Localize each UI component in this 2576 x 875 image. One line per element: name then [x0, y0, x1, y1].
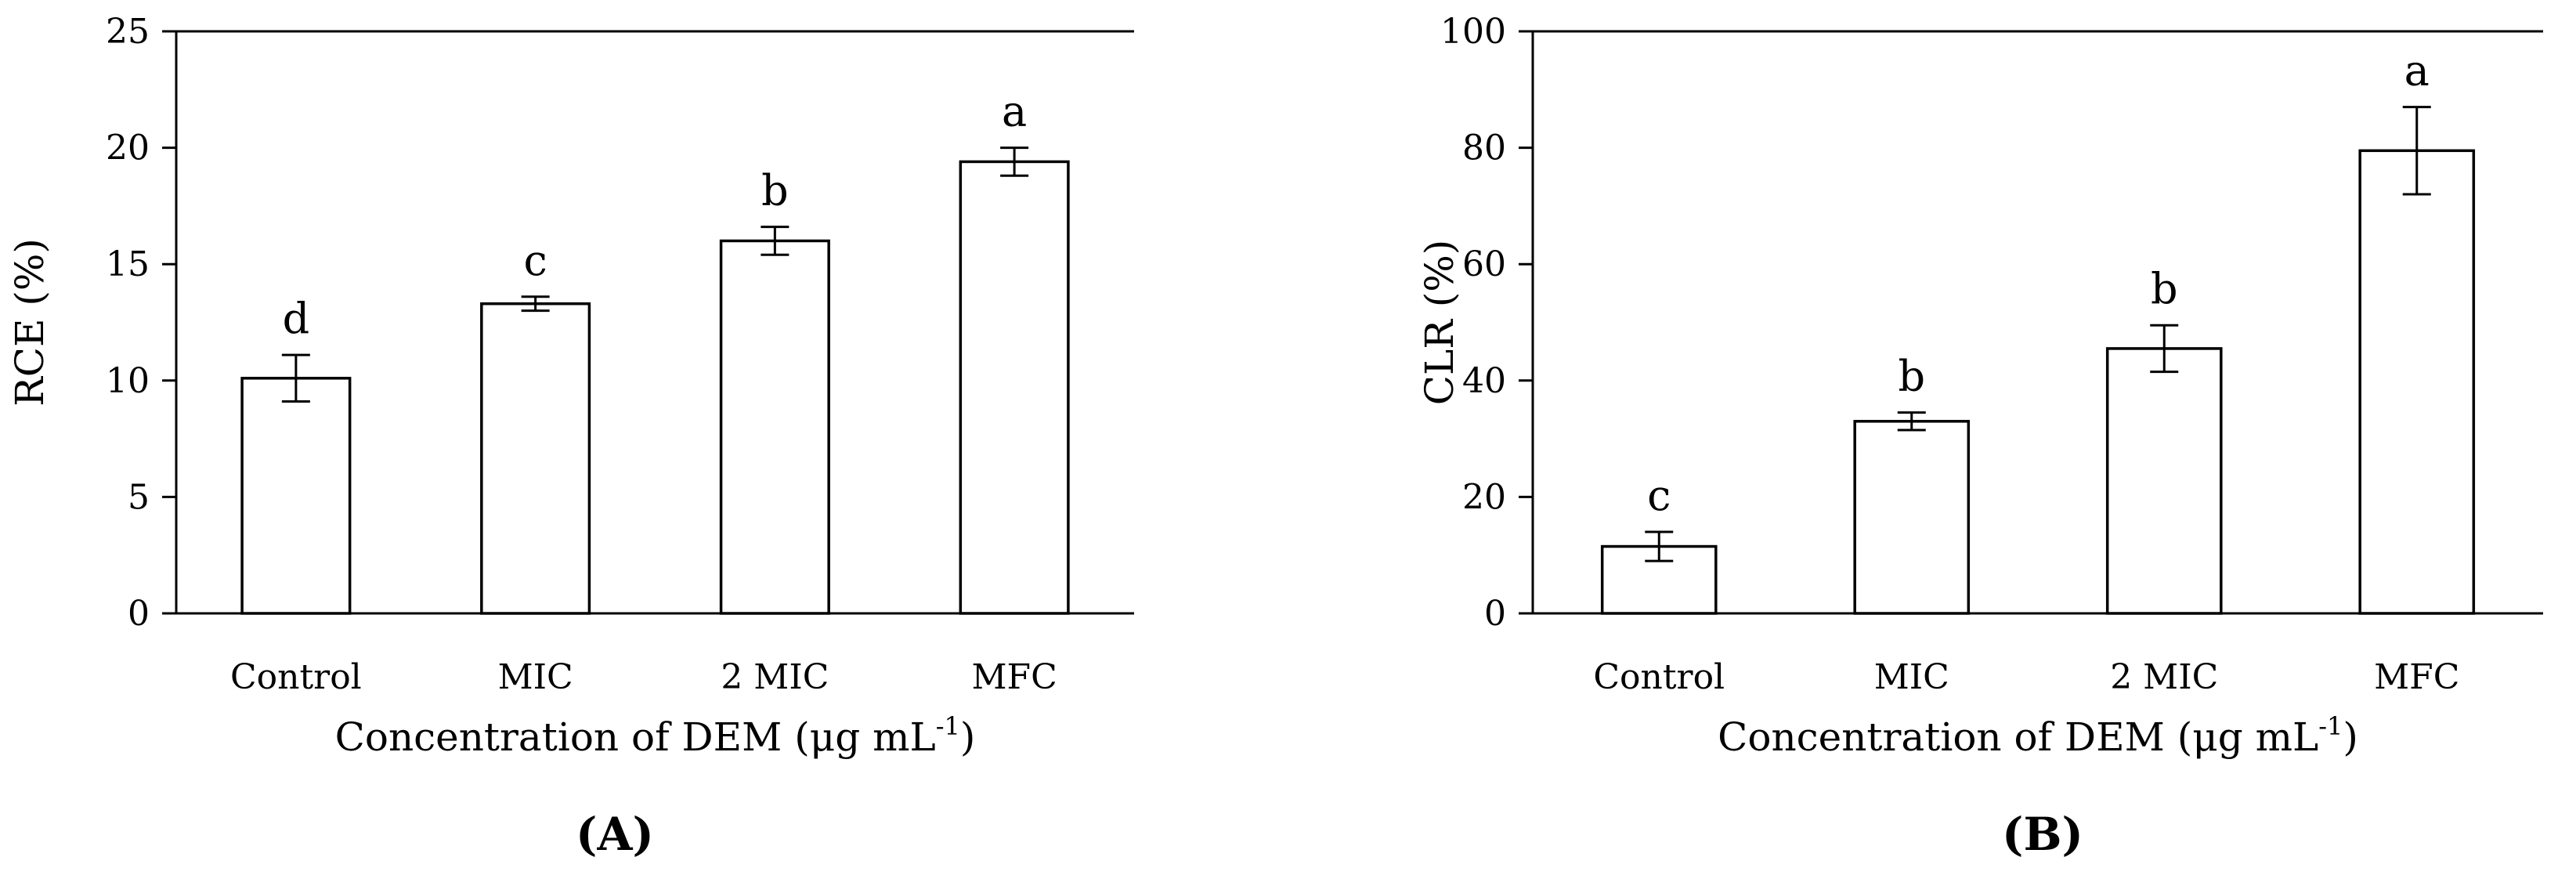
bar-3 — [2358, 149, 2476, 615]
y-tick-label: 20 — [1462, 477, 1506, 517]
y-tick-label: 20 — [106, 128, 150, 168]
significance-label-0: d — [283, 294, 310, 343]
y-tick-label: 25 — [106, 12, 150, 52]
panel-label: (A) — [576, 808, 654, 861]
y-tick-label: 10 — [106, 361, 150, 401]
y-tick-label: 80 — [1462, 128, 1506, 168]
y-tick-label: 40 — [1462, 361, 1506, 401]
bar-2 — [719, 239, 830, 615]
x-tick-label-0: Control — [230, 657, 362, 697]
bar-3 — [959, 160, 1070, 615]
x-axis-title-sup: -1 — [2318, 711, 2343, 741]
significance-label-3: a — [1002, 87, 1027, 136]
x-tick-label-3: MFC — [972, 657, 1057, 697]
significance-label-3: a — [2404, 46, 2430, 96]
significance-label-0: c — [1647, 471, 1671, 520]
chart-panel-2: 0 20 40 60 80 100 c Control b MIC b 2 MIC a MFC Concen… — [1417, 12, 2543, 861]
x-tick-label-2: 2 MIC — [721, 657, 829, 697]
bar-0 — [240, 377, 352, 615]
x-axis-title-end: ) — [2343, 714, 2358, 760]
chart-panel-1: 0 5 10 15 20 25 d Control c MIC b 2 MIC a MFC Concentr… — [7, 12, 1134, 861]
y-axis-title: CLR (%) — [1417, 240, 1462, 406]
x-axis-title: Concentration of DEM (μg mL-1) — [1718, 711, 2358, 760]
x-tick-label-1: MIC — [498, 657, 573, 697]
significance-label-1: b — [1898, 352, 1925, 401]
bar-2 — [2105, 347, 2223, 615]
y-tick-label: 5 — [128, 477, 150, 517]
x-axis-title-sup: -1 — [936, 711, 960, 741]
panel-label: (B) — [2002, 808, 2083, 861]
significance-label-2: b — [2151, 264, 2178, 313]
x-tick-label-3: MFC — [2374, 657, 2459, 697]
x-tick-label-1: MIC — [1874, 657, 1949, 697]
y-tick-label: 15 — [106, 244, 150, 284]
bar-1 — [1853, 420, 1971, 615]
x-tick-label-0: Control — [1593, 657, 1725, 697]
x-axis-title-main: Concentration of DEM (μg mL — [1718, 714, 2318, 760]
x-tick-label-2: 2 MIC — [2110, 657, 2218, 697]
x-axis-title: Concentration of DEM (μg mL-1) — [335, 711, 976, 760]
y-tick-label: 100 — [1440, 12, 1506, 52]
x-axis-title-end: ) — [960, 714, 976, 760]
bar-1 — [480, 302, 591, 615]
significance-label-2: b — [761, 166, 789, 215]
y-tick-label: 60 — [1462, 244, 1506, 284]
significance-label-1: c — [524, 236, 547, 285]
y-tick-label: 0 — [128, 594, 150, 634]
y-tick-label: 0 — [1484, 594, 1506, 634]
x-axis-title-main: Concentration of DEM (μg mL — [335, 714, 936, 760]
y-axis-title: RCE (%) — [7, 238, 52, 407]
